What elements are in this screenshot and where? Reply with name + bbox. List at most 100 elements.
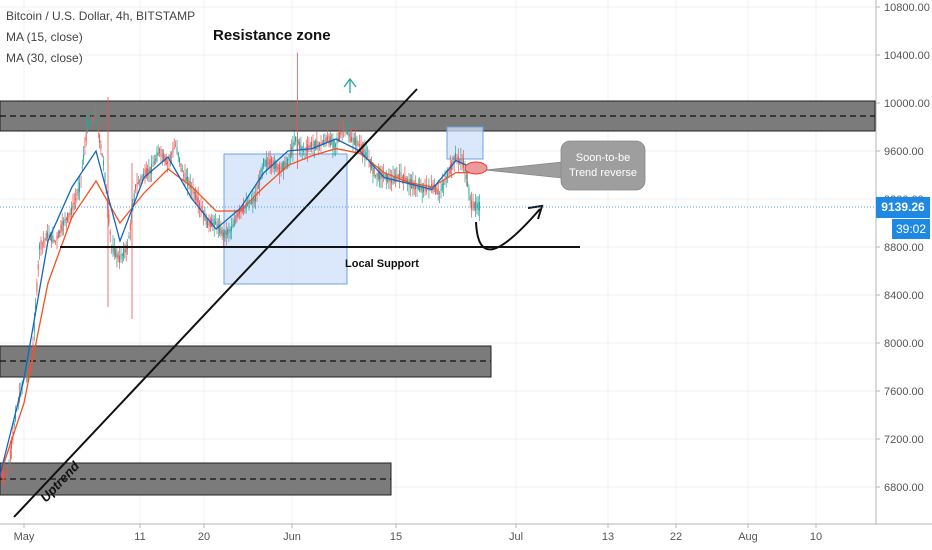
candle-body	[56, 235, 58, 241]
callout-line2: Trend reverse	[569, 167, 637, 179]
candle-body	[429, 186, 431, 189]
ytick-label: 10800.00	[884, 2, 930, 14]
candle-body	[205, 215, 207, 225]
candle-body	[145, 168, 147, 178]
candle-body	[444, 180, 446, 182]
candle-body	[295, 136, 296, 142]
candle-body	[175, 144, 176, 146]
candle-body	[273, 161, 275, 169]
reversal-marker	[464, 161, 488, 175]
candle-body	[4, 474, 6, 476]
candle-body	[160, 148, 162, 158]
candle-body	[311, 141, 312, 149]
candle-body	[37, 264, 39, 270]
candle-body	[125, 245, 127, 253]
ma30-legend[interactable]: MA (30, close)	[6, 51, 83, 65]
candle-body	[119, 255, 120, 263]
candle-body	[469, 195, 471, 201]
top-box	[446, 126, 484, 160]
consolidation-box	[223, 153, 348, 285]
candle-body	[71, 207, 72, 215]
candle-body	[476, 203, 478, 209]
price-axis[interactable]: 6800.00 7200.00 7600.00 8000.00 8400.00 8800.…	[875, 0, 932, 524]
candle-body	[77, 188, 79, 194]
candle-body	[129, 223, 131, 231]
candle-body	[180, 162, 182, 168]
candle-body	[324, 140, 326, 142]
candle-body	[277, 167, 279, 169]
candle-body	[308, 146, 310, 148]
candle-body	[340, 131, 342, 135]
time-axis[interactable]: May 11 20 Jun 15 Jul 13 22 Aug 10	[0, 523, 932, 550]
candle-body	[193, 192, 195, 194]
candle-body	[224, 229, 226, 239]
candle-body	[121, 254, 123, 256]
candle-body	[332, 138, 334, 148]
candle-body	[192, 186, 194, 194]
candle-body	[88, 123, 90, 127]
chart-legend: Bitcoin / U.S. Dollar, 4h, BITSTAMP MA (…	[6, 6, 195, 69]
projection-arrow	[475, 204, 544, 251]
candle-body	[149, 166, 151, 174]
candle-body	[385, 172, 387, 182]
candle-body	[304, 149, 306, 151]
teal-up-arrow	[343, 77, 357, 93]
symbol-title[interactable]: Bitcoin / U.S. Dollar, 4h, BITSTAMP	[6, 9, 196, 23]
candle-body	[81, 166, 83, 168]
candle-body	[284, 160, 286, 170]
xtick-label: 22	[670, 531, 682, 543]
candle-body	[361, 144, 363, 154]
candle-body	[433, 188, 435, 190]
candle-body	[317, 144, 319, 146]
candle-body	[80, 176, 82, 178]
candle-body	[108, 214, 110, 224]
candle-body	[32, 344, 34, 350]
candle-body	[355, 138, 357, 146]
candle-body	[251, 200, 253, 204]
candle-body	[236, 213, 238, 221]
candle-body	[339, 132, 341, 140]
candle-body	[156, 152, 158, 162]
candle-body	[75, 198, 77, 200]
candle-body	[289, 152, 291, 158]
candle-body	[477, 202, 479, 211]
candle-body	[245, 202, 247, 210]
candle-body	[151, 164, 152, 174]
candle-body	[468, 188, 470, 194]
candle-body	[255, 196, 256, 202]
candle-body	[283, 161, 285, 171]
candle-body	[348, 133, 350, 137]
candle-body	[279, 164, 280, 174]
candle-body	[384, 172, 386, 180]
candle-body	[335, 143, 336, 147]
candle-body	[316, 140, 318, 150]
candle-body	[281, 163, 283, 171]
xtick-label: May	[14, 531, 35, 543]
local-support-label: Local Support	[345, 258, 419, 270]
candle-body	[357, 143, 359, 145]
candle-body	[197, 197, 199, 207]
candle-body	[449, 164, 451, 174]
candle-body	[379, 170, 381, 180]
candle-body	[112, 245, 114, 253]
candle-body	[172, 148, 174, 154]
candle-body	[68, 213, 70, 217]
candle-body	[61, 221, 63, 231]
candle-body	[1, 472, 3, 478]
candle-body	[420, 187, 422, 190]
candle-body	[113, 246, 115, 256]
ma15-legend[interactable]: MA (15, close)	[6, 30, 83, 44]
candle-body	[424, 187, 426, 191]
candle-body	[11, 441, 13, 449]
candle-body	[51, 233, 53, 243]
candle-body	[137, 181, 139, 185]
candle-body	[104, 173, 106, 181]
candle-body	[89, 122, 91, 124]
candle-body	[321, 142, 323, 144]
candle-body	[40, 240, 42, 250]
candle-body	[188, 180, 190, 186]
candle-body	[327, 136, 328, 142]
candle-body	[52, 235, 54, 243]
xtick-label: Jul	[509, 531, 523, 543]
